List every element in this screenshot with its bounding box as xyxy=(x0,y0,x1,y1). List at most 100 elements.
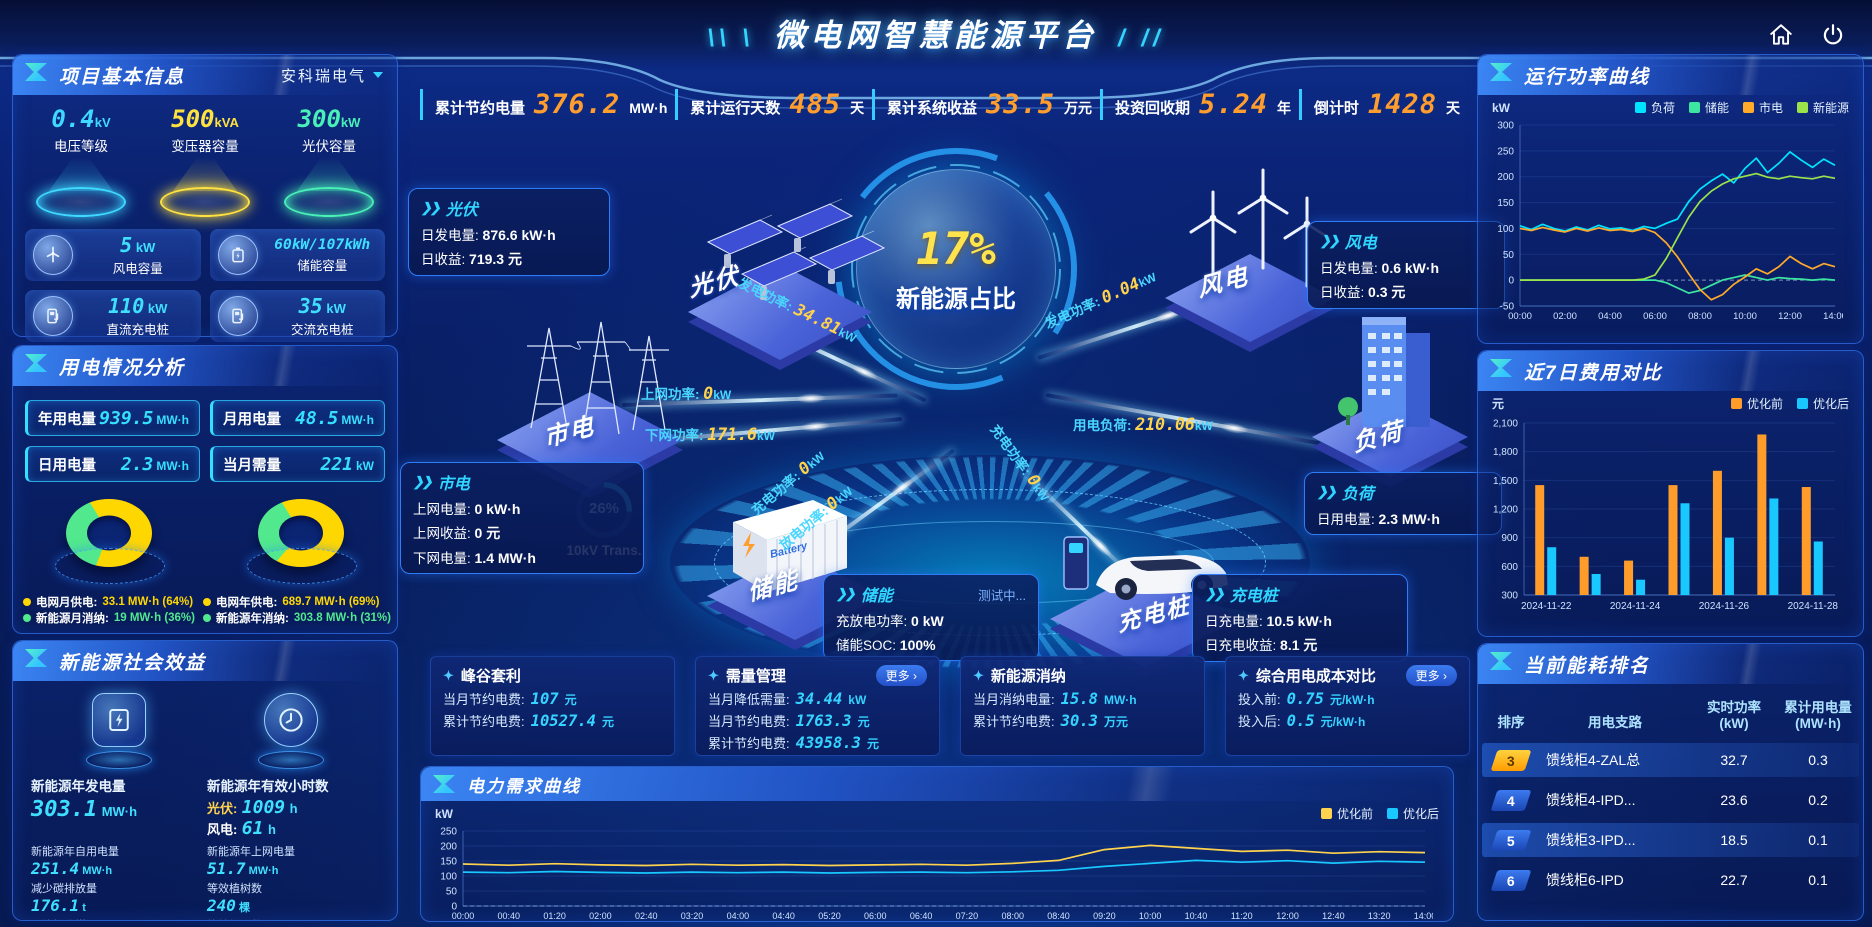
svg-text:14:00: 14:00 xyxy=(1823,311,1843,322)
legend-dot xyxy=(23,614,31,622)
annual-hours: 新能源年有效小时数 光伏: 1009 h 风电: 61 h xyxy=(207,775,383,839)
svg-text:00:00: 00:00 xyxy=(452,911,475,921)
panel-benefit-header: 新能源社会效益 xyxy=(13,641,397,681)
summary-box-header: ✦ 峰谷套利 xyxy=(443,665,662,686)
demand-legend: 优化前 优化后 xyxy=(1320,805,1439,822)
svg-text:12:00: 12:00 xyxy=(1276,911,1299,921)
legend-item-市电[interactable]: 市电 xyxy=(1742,99,1783,116)
legend-swatch xyxy=(1730,398,1742,409)
summary-boxes: ✦ 峰谷套利 当月节约电费: 107 元累计节约电费: 10527.4 元 ✦ 需量管理 更多 ›… xyxy=(430,656,1470,756)
home-icon[interactable] xyxy=(1766,20,1796,50)
kpi-item-3: 投资回收期 5.24 年 xyxy=(1099,88,1291,120)
light-cone-decoration xyxy=(173,157,237,191)
panel-social-benefits: 新能源社会效益 新能源年发电量 303.1 MW·h 新能源年有效小时数 光伏:… xyxy=(12,640,398,921)
total-energy-value: 0.1 xyxy=(1808,872,1828,888)
kpi-unit: 天 xyxy=(850,99,865,116)
pedestal-glow xyxy=(86,751,152,769)
legend-swatch xyxy=(1634,102,1646,113)
legend-item-新能源[interactable]: 新能源 xyxy=(1796,99,1849,116)
ranking-table-body: 3 馈线柜4-ZAL总 32.7 0.3 4 馈线柜4-IPD... 23.6 0.2 5 馈线柜… xyxy=(1478,743,1863,897)
metric-label: 年用电量 xyxy=(38,411,96,428)
summary-line: 累计节约电费: 10527.4 元 xyxy=(443,712,614,730)
kpi-unit: 年 xyxy=(1277,99,1291,116)
branch-name: 馈线柜3-IPD... xyxy=(1546,832,1636,848)
pedestal-label: 电压等级 xyxy=(54,139,108,154)
legend-item-优化前[interactable]: 优化前 xyxy=(1320,805,1373,822)
svg-text:50: 50 xyxy=(1503,250,1515,261)
legend-swatch xyxy=(1796,102,1808,113)
panel-project-title: 项目基本信息 xyxy=(59,66,186,88)
svg-text:2024-11-24: 2024-11-24 xyxy=(1610,601,1661,612)
company-dropdown-value: 安科瑞电气 xyxy=(280,67,366,85)
capacity-cards: 5 kW 风电容量 60kW/107kWh 储能容量 110 kW 直流充电桩 35 kW 交… xyxy=(25,229,385,342)
summary-line: 当月降低需量: 34.44 kW xyxy=(708,690,867,708)
more-button[interactable]: 更多 › xyxy=(1405,665,1457,686)
svg-text:11:20: 11:20 xyxy=(1231,911,1253,921)
panel-demand-header: 电力需求曲线 xyxy=(421,767,1453,801)
card-value: 5 kW xyxy=(120,233,156,257)
branch-name: 馈线柜4-IPD... xyxy=(1546,792,1636,808)
branch-name: 馈线柜6-IPD xyxy=(1546,872,1624,888)
table-row[interactable]: 4 馈线柜4-IPD... 23.6 0.2 xyxy=(1482,783,1859,817)
benefit-extra-value: 251.4 MW·h xyxy=(31,859,113,878)
svg-text:200: 200 xyxy=(440,842,457,853)
chevron-right-icon: ❯❯ xyxy=(413,474,433,489)
capacity-card-1: 60kW/107kWh 储能容量 xyxy=(209,229,385,281)
diamond-icon: ✦ xyxy=(973,667,984,683)
title-deco-right: / // xyxy=(1118,25,1165,52)
renewable-share-percent: 17% xyxy=(916,224,996,275)
power-icon[interactable] xyxy=(1818,20,1848,50)
svg-text:200: 200 xyxy=(1497,172,1514,183)
legend-item-优化后[interactable]: 优化后 xyxy=(1796,395,1849,412)
svg-text:250: 250 xyxy=(1497,146,1514,157)
svg-text:02:40: 02:40 xyxy=(635,911,658,921)
legend-item-负荷[interactable]: 负荷 xyxy=(1634,99,1675,116)
benefit-extra-label: 新能源年自用电量 xyxy=(31,846,119,858)
legend-dot xyxy=(203,598,212,606)
annual-generation: 新能源年发电量 303.1 MW·h xyxy=(31,775,207,839)
table-row[interactable]: 5 馈线柜3-IPD... 18.5 0.1 xyxy=(1482,823,1859,857)
table-row[interactable]: 3 馈线柜4-ZAL总 32.7 0.3 xyxy=(1482,743,1859,777)
pedestal-ring-decoration xyxy=(284,187,374,217)
legend-item-储能[interactable]: 储能 xyxy=(1688,99,1729,116)
page-title: 微电网智慧能源平台 xyxy=(774,18,1098,53)
svg-text:2024-11-28: 2024-11-28 xyxy=(1788,601,1839,612)
panel-cost-title: 近7日费用对比 xyxy=(1524,362,1663,384)
benefit-extra-5: 等效绿证数303 张 xyxy=(207,917,383,920)
generation-pedestal xyxy=(84,693,154,769)
orb-rings-decoration xyxy=(835,148,1077,390)
run-y-axis-unit: kW xyxy=(1492,100,1510,115)
more-button[interactable]: 更多 › xyxy=(875,665,927,686)
cost-legend: 优化前 优化后 xyxy=(1730,395,1849,412)
realtime-power-value: 18.5 xyxy=(1720,832,1748,848)
legend-item-优化前[interactable]: 优化前 xyxy=(1730,395,1783,412)
infobox-wind: ❯❯ 风电 日发电量: 0.6 kW·h 日收益: 0.3 元 xyxy=(1307,221,1505,309)
company-dropdown[interactable]: 安科瑞电气 xyxy=(281,55,383,95)
chevron-right-icon: ❯❯ xyxy=(836,586,856,601)
summary-box-title: 新能源消纳 xyxy=(990,668,1066,685)
cost-bar-chart: 2,100 1,800 1,500 1,200 900 600 300 2024-11-22 2… xyxy=(1478,413,1863,618)
legend-item-优化后[interactable]: 优化后 xyxy=(1386,805,1439,822)
panel-rank-header: 当前能耗排名 xyxy=(1478,644,1863,684)
card-value: 110 kW xyxy=(108,294,168,318)
kpi-label: 累计系统收益 xyxy=(887,99,978,117)
svg-text:06:00: 06:00 xyxy=(1643,311,1667,322)
svg-text:10:40: 10:40 xyxy=(1185,911,1208,921)
metric-value: 48.5 MW·h xyxy=(294,407,374,429)
metric-label: 月用电量 xyxy=(223,411,281,428)
benefit-extra-value: 176.1 t xyxy=(31,896,86,915)
svg-text:1,500: 1,500 xyxy=(1493,476,1518,487)
kpi-item-1: 累计运行天数 485 天 xyxy=(675,88,865,120)
demand-y-axis-unit: kW xyxy=(435,806,453,821)
panel-benefit-title: 新能源社会效益 xyxy=(59,652,207,674)
svg-text:900: 900 xyxy=(1501,533,1518,544)
flow-grid-import: 下网功率: 171.6kW xyxy=(645,425,775,444)
svg-text:10:00: 10:00 xyxy=(1139,911,1162,921)
cost-y-axis-unit: 元 xyxy=(1492,397,1505,411)
legend-swatch xyxy=(1742,102,1754,113)
svg-text:300: 300 xyxy=(1501,591,1518,602)
flow-grid-export: 上网功率: 0kW xyxy=(641,384,732,403)
node-load[interactable]: 负荷 xyxy=(1300,295,1480,487)
table-row[interactable]: 6 馈线柜6-IPD 22.7 0.1 xyxy=(1482,863,1859,897)
